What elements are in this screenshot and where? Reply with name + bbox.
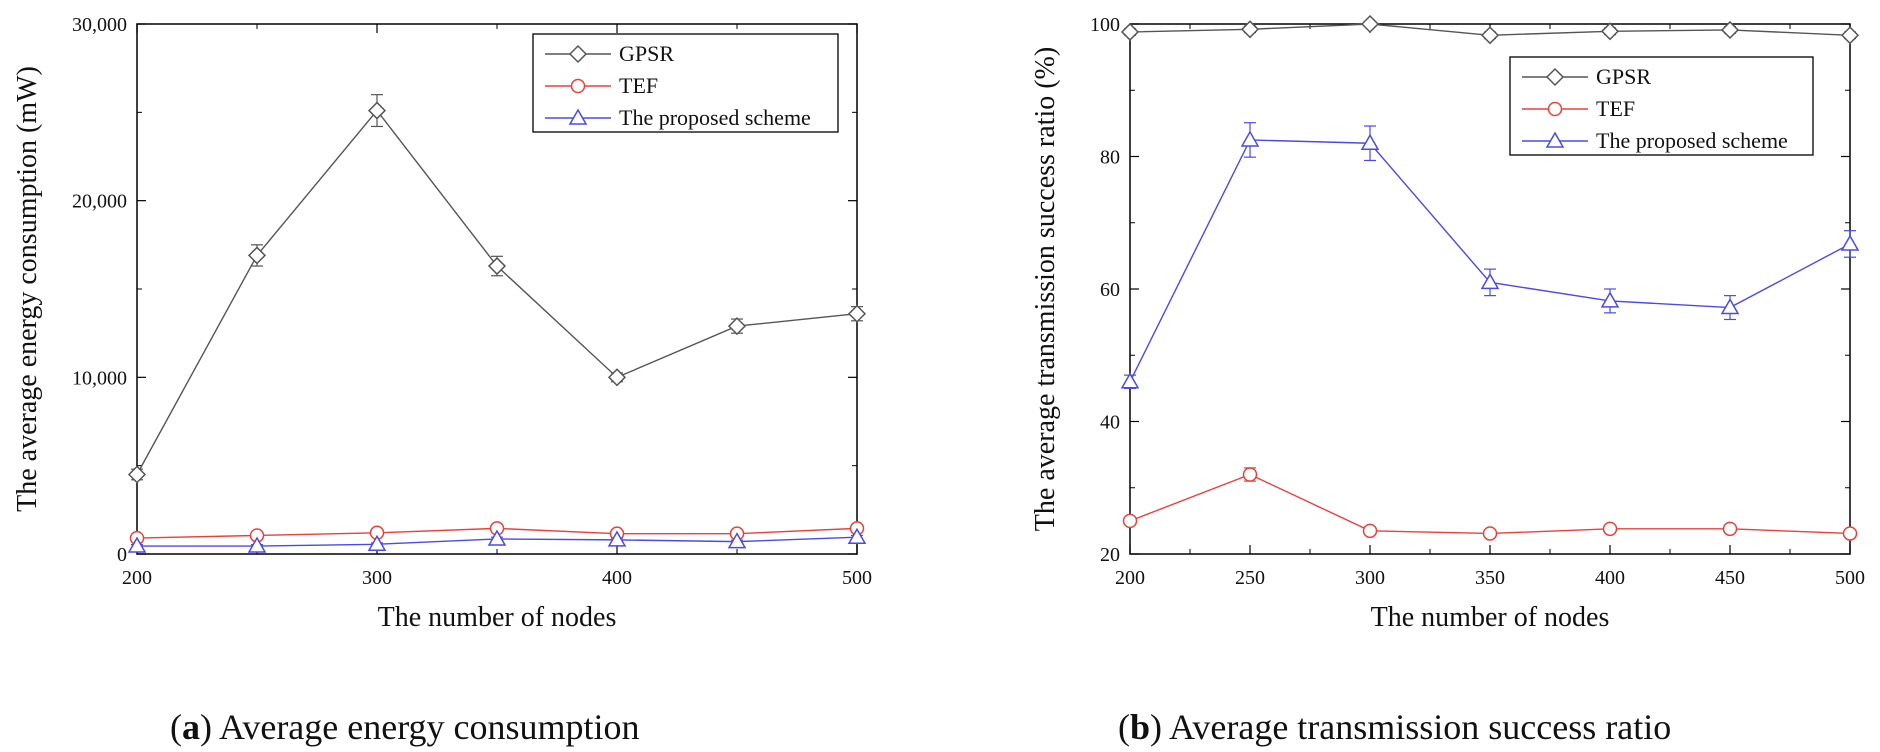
chart-b-data-point [1240,130,1260,147]
energy-consumption-chart: 200 300 400 500 0 10,000 20,000 30,000 The numbe… [12,14,872,633]
chart-a-series-2 [127,527,867,553]
chart-b-legend-marker [1547,101,1563,117]
chart-a-legend-marker [568,44,588,64]
chart-b-ytick-label: 100 [1090,14,1120,36]
chart-a-data-point [727,532,747,549]
chart-a-legend-label: TEF [619,73,658,98]
chart-b-xtick-label: 250 [1235,567,1265,589]
chart-a-series-line [136,109,858,475]
chart-a-legend-marker [570,78,586,94]
chart-b-xtick-label: 350 [1475,567,1505,589]
chart-b-data-point [1840,26,1860,45]
chart-a-ytick-label: 10,000 [72,367,127,389]
chart-b-data-point [1120,372,1140,389]
chart-b-xtick-label: 500 [1835,567,1865,589]
chart-a-y-axis-label: The average energy consumption (mW) [12,66,43,512]
caption-b-letter: b [1130,707,1151,747]
chart-a-data-point [487,256,507,276]
chart-a-x-axis-label: The number of nodes [378,602,617,633]
chart-b-data-point [1602,521,1618,537]
chart-a-xtick-label: 500 [842,567,872,589]
caption-a-text: Average energy consumption [219,707,640,747]
caption-b-text: Average transmission success ratio [1169,707,1672,747]
chart-b-series-line [1129,139,1851,383]
chart-b-data-point [1482,526,1498,541]
chart-a-ytick-label: 20,000 [72,191,127,213]
chart-a-data-point [247,246,267,265]
chart-a-data-point [487,529,507,546]
transmission-success-chart: 200 250 300 350 400 450 500 20 40 60 80 100 The numb… [1030,14,1865,633]
chart-a-data-point [367,534,387,552]
chart-panel-a: 200 300 400 500 0 10,000 20,000 30,000 The numbe… [12,14,872,633]
chart-b-series-2 [1120,122,1860,389]
chart-a-xtick-label: 300 [362,567,392,589]
chart-b-ytick-label: 60 [1100,279,1120,301]
chart-b-data-point [1120,22,1140,42]
chart-b-data-point [1242,467,1258,482]
caption-b: (b) Average transmission success ratio [1118,707,1672,747]
chart-b-ytick-label: 20 [1100,544,1120,566]
chart-a-ytick-label: 0 [117,544,127,566]
chart-a-data-point [727,317,747,336]
chart-b-y-axis-label: The average transmission success ratio (… [1030,47,1061,531]
chart-b-data-point [1600,22,1620,41]
chart-a-legend-label: The proposed scheme [619,105,811,130]
caption-a-letter: a [182,707,200,747]
chart-b-data-point [1122,513,1138,529]
chart-a-series-0 [127,94,867,484]
chart-b-legend-label: The proposed scheme [1596,128,1788,153]
chart-a-ytick-label: 30,000 [72,14,127,36]
chart-a-xtick-label: 400 [602,567,632,589]
chart-b-series-0 [1120,14,1860,45]
chart-b-data-point [1360,133,1380,150]
chart-b-xtick-label: 200 [1115,567,1145,589]
chart-b-data-point [1720,298,1740,315]
chart-a-data-point [847,527,867,544]
caption-a: (a) Average energy consumption [170,707,640,747]
chart-b-data-point [1842,526,1858,541]
chart-a-data-point [127,465,147,484]
chart-b-legend-label: GPSR [1596,64,1651,89]
chart-b-xtick-label: 400 [1595,567,1625,589]
chart-b-series-line [1129,473,1851,535]
chart-b-legend-marker [1545,67,1565,87]
chart-b-data-point [1480,272,1500,290]
chart-b-xtick-label: 450 [1715,567,1745,589]
chart-b-data-point [1360,14,1380,34]
chart-b-xtick-label: 300 [1355,567,1385,589]
chart-b-ytick-label: 40 [1100,412,1120,434]
chart-a-data-point [607,368,627,387]
chart-b-data-point [1362,523,1378,539]
chart-b-data-point [1720,20,1740,40]
chart-a-data-point [127,536,147,553]
chart-a-legend-label: GPSR [619,41,674,66]
chart-b-series-1 [1122,467,1858,541]
chart-a-data-point [367,101,387,120]
chart-b-x-axis-label: The number of nodes [1371,602,1610,633]
chart-b-legend-marker [1545,131,1565,148]
chart-panel-b: 200 250 300 350 400 450 500 20 40 60 80 100 The numb… [1030,0,1880,752]
chart-b-data-point [1600,291,1620,308]
chart-b-data-point [1722,521,1738,537]
chart-a-data-point [847,304,867,323]
chart-a-data-point [247,536,267,553]
chart-b-ytick-label: 80 [1100,147,1120,169]
chart-a-legend: GPSR TEF The proposed scheme [532,33,839,133]
chart-a-legend-marker [568,108,588,125]
chart-a-xtick-label: 200 [122,567,152,589]
chart-b-legend: GPSR TEF The proposed scheme [1509,56,1814,156]
chart-b-data-point [1840,234,1860,251]
chart-a-data-point [607,530,627,547]
chart-b-data-point [1240,20,1260,39]
chart-b-data-point [1480,26,1500,45]
chart-b-legend-label: TEF [1596,96,1635,121]
